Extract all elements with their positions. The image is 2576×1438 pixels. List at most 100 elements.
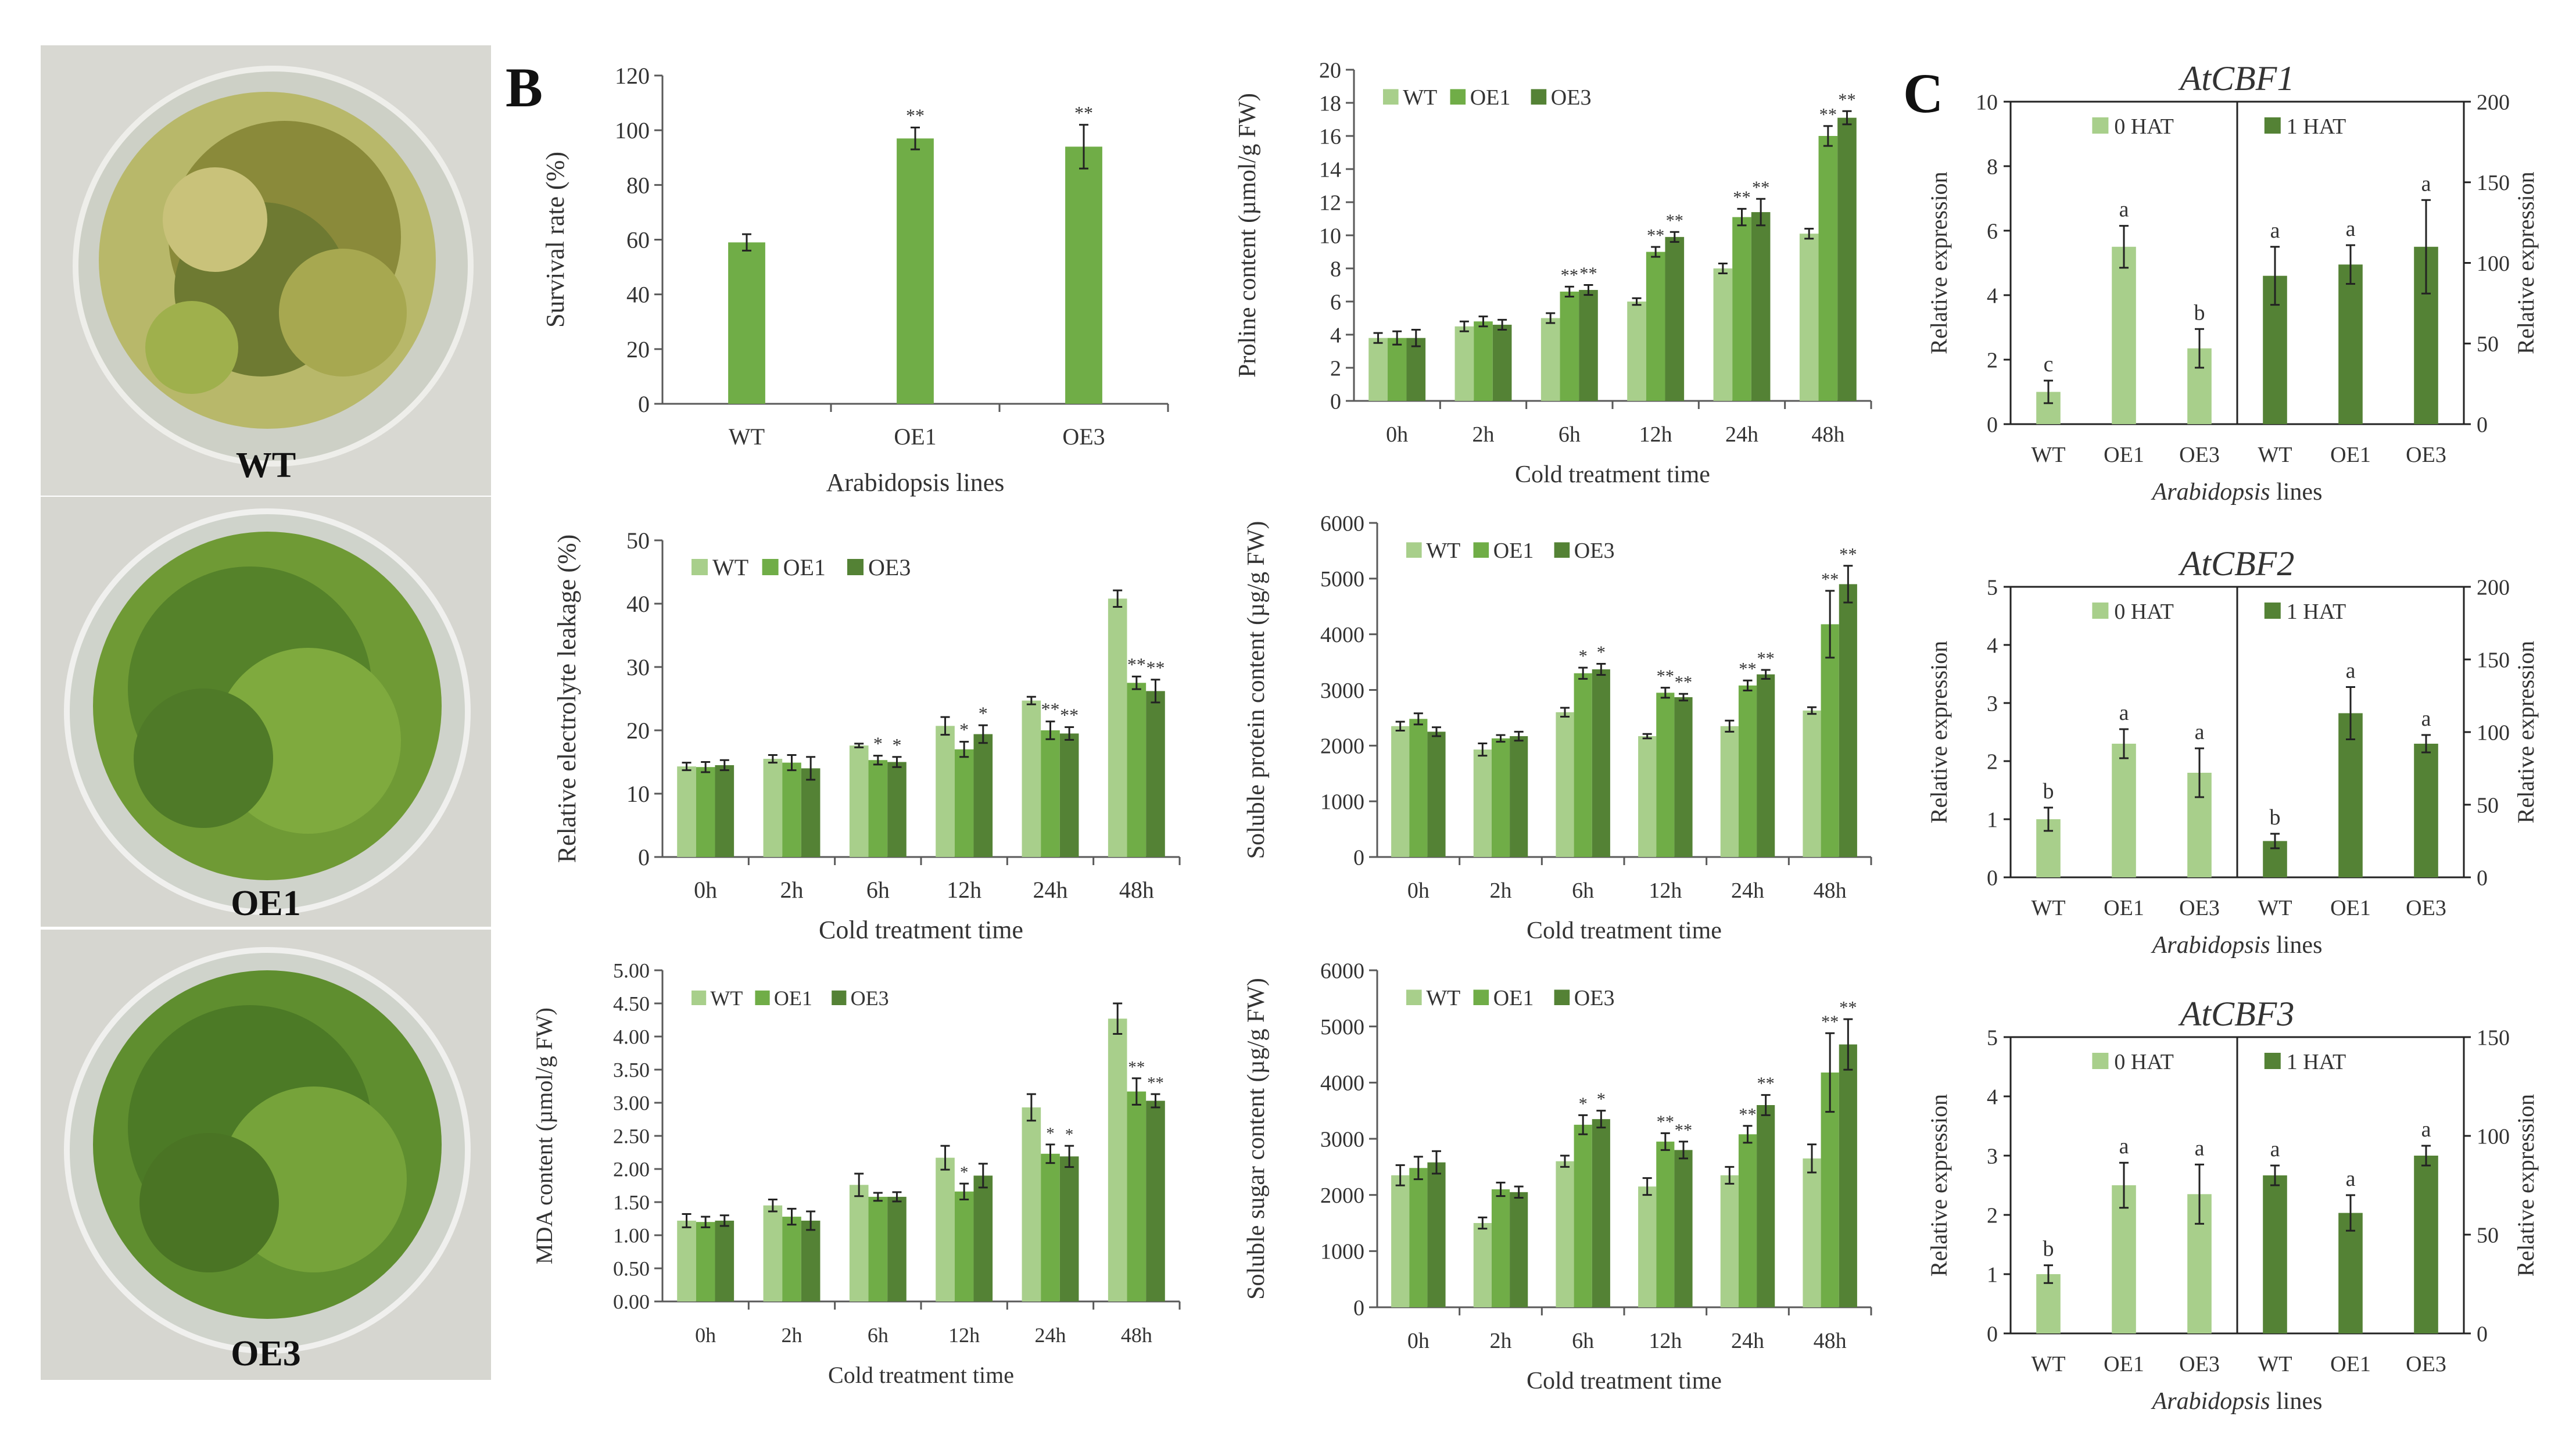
- electrolyte-sig-label: *: [873, 733, 883, 754]
- survival-xtick-label: OE1: [894, 424, 936, 450]
- proline-sig-label: **: [1666, 210, 1683, 230]
- cbf2-letter: b: [2270, 805, 2281, 830]
- sugar-legend-swatch: [1406, 989, 1422, 1005]
- sugar-ytick-label: 4000: [1320, 1071, 1364, 1096]
- mda-bar: [1059, 1156, 1079, 1301]
- cbf2-xlabel: Arabidopsis lines: [2151, 932, 2323, 959]
- photo-oe3-label: OE3: [231, 1334, 301, 1374]
- mda-legend-label: WT: [710, 987, 743, 1010]
- sugar-bar: [1839, 1044, 1857, 1307]
- mda-ytick-label: 1.00: [613, 1224, 650, 1247]
- survival-ytick-label: 80: [626, 172, 650, 198]
- proline-ytick-label: 0: [1330, 389, 1341, 414]
- proline-ylabel: Proline content (µmol/g FW): [1234, 93, 1261, 378]
- electrolyte-ytick-label: 20: [626, 718, 650, 744]
- cbf3-xtick-label: WT: [2258, 1352, 2292, 1376]
- survival-bar: [1065, 146, 1102, 404]
- survival-ylabel: Survival rate (%): [541, 152, 569, 328]
- cbf1-y2tick-label: 150: [2477, 171, 2510, 195]
- proline-sig-label: **: [1647, 225, 1664, 245]
- survival-bar: [897, 138, 934, 404]
- sugar-legend-swatch: [1473, 989, 1489, 1005]
- cbf2-legend-label: 0 HAT: [2114, 600, 2173, 624]
- protein-ytick-label: 6000: [1320, 511, 1364, 536]
- proline-sig-label: **: [1579, 264, 1597, 284]
- cbf1-legend-swatch: [2264, 117, 2281, 134]
- sugar-sig-label: **: [1821, 1012, 1839, 1031]
- cbf1-y2tick-label: 100: [2477, 252, 2510, 276]
- cbf2-xtick-label: WT: [2258, 896, 2292, 920]
- cbf3-y2tick-label: 0: [2477, 1322, 2488, 1346]
- sugar-sig-label: *: [1597, 1089, 1606, 1109]
- electrolyte-bar: [1041, 730, 1060, 857]
- cbf3-ytick-label: 5: [1987, 1025, 1998, 1050]
- sugar-sig-label: **: [1657, 1111, 1674, 1131]
- proline-xtick-label: 6h: [1559, 422, 1581, 447]
- sugar-ytick-label: 3000: [1320, 1127, 1364, 1152]
- electrolyte-bar: [1108, 598, 1127, 857]
- cbf3-letter: a: [2421, 1117, 2431, 1142]
- cbf2-xtick-label: OE1: [2330, 896, 2371, 920]
- proline-bar: [1665, 236, 1685, 401]
- electrolyte-bar: [1146, 691, 1165, 857]
- proline-sig-label: **: [1733, 187, 1750, 207]
- proline-ytick-label: 4: [1330, 323, 1341, 347]
- proline-ytick-label: 12: [1319, 191, 1341, 215]
- protein-legend-label: WT: [1426, 539, 1460, 563]
- electrolyte-sig-label: *: [979, 702, 988, 723]
- panel-letter-c: C: [1903, 62, 1944, 124]
- mda-xtick-label: 48h: [1121, 1324, 1152, 1347]
- electrolyte-ytick-label: 40: [626, 591, 650, 617]
- mda-bar: [887, 1196, 907, 1301]
- cbf1-xlabel: Arabidopsis lines: [2151, 479, 2323, 505]
- sugar-bar: [1757, 1105, 1775, 1307]
- sugar-bar: [1427, 1162, 1446, 1307]
- cbf1-xtick-label: WT: [2258, 443, 2292, 467]
- protein-sig-label: **: [1757, 648, 1774, 668]
- electrolyte-xtick-label: 6h: [866, 877, 890, 903]
- electrolyte-bar: [696, 767, 715, 857]
- cbf3-legend-swatch: [2264, 1053, 2281, 1069]
- protein-bar: [1738, 685, 1757, 857]
- cbf1-legend-swatch: [2092, 117, 2109, 134]
- proline-ytick-label: 6: [1330, 290, 1341, 314]
- sugar-xtick-label: 24h: [1731, 1329, 1764, 1353]
- survival-ytick-label: 120: [615, 63, 650, 89]
- photo-oe3-image: [41, 930, 491, 1380]
- mda-bar: [954, 1191, 974, 1301]
- cbf2-bar: [2414, 744, 2438, 877]
- sugar-legend-label: OE1: [1493, 986, 1534, 1010]
- electrolyte-sig-label: **: [1127, 654, 1146, 675]
- cbf1-y2tick-label: 50: [2477, 332, 2499, 357]
- mda-bar: [1022, 1107, 1041, 1301]
- sugar-bar: [1556, 1161, 1574, 1307]
- sugar-xtick-label: 0h: [1407, 1329, 1429, 1353]
- sugar-ytick-label: 1000: [1320, 1240, 1364, 1264]
- cbf1-xtick-label: OE3: [2406, 443, 2446, 467]
- sugar-bar: [1491, 1189, 1510, 1307]
- cbf1-y2label: Relative expression: [2513, 171, 2539, 354]
- sugar-xlabel: Cold treatment time: [1527, 1368, 1722, 1394]
- protein-ytick-label: 1000: [1320, 790, 1364, 814]
- cbf1-xtick-label: OE1: [2104, 443, 2144, 467]
- electrolyte-legend-swatch: [692, 559, 708, 575]
- electrolyte-bar: [763, 759, 783, 857]
- mda-ytick-label: 2.00: [613, 1158, 650, 1181]
- mda-legend-label: OE3: [851, 987, 889, 1010]
- cbf3-y2label: Relative expression: [2513, 1094, 2539, 1276]
- sugar-bar: [1656, 1141, 1675, 1307]
- proline-bar: [1387, 338, 1407, 401]
- electrolyte-xtick-label: 0h: [694, 877, 717, 903]
- cbf2-title: AtCBF2: [2178, 544, 2295, 583]
- proline-bar: [1540, 318, 1560, 401]
- sugar-xtick-label: 12h: [1649, 1329, 1682, 1353]
- cbf2-ytick-label: 3: [1987, 691, 1998, 716]
- cbf2-ytick-label: 2: [1987, 750, 1998, 774]
- mda-bar: [936, 1157, 955, 1301]
- mda-legend-label: OE1: [774, 987, 812, 1010]
- cbf3-y2tick-label: 50: [2477, 1223, 2499, 1247]
- protein-bar: [1803, 710, 1821, 857]
- cbf3-y2tick-label: 150: [2477, 1025, 2510, 1050]
